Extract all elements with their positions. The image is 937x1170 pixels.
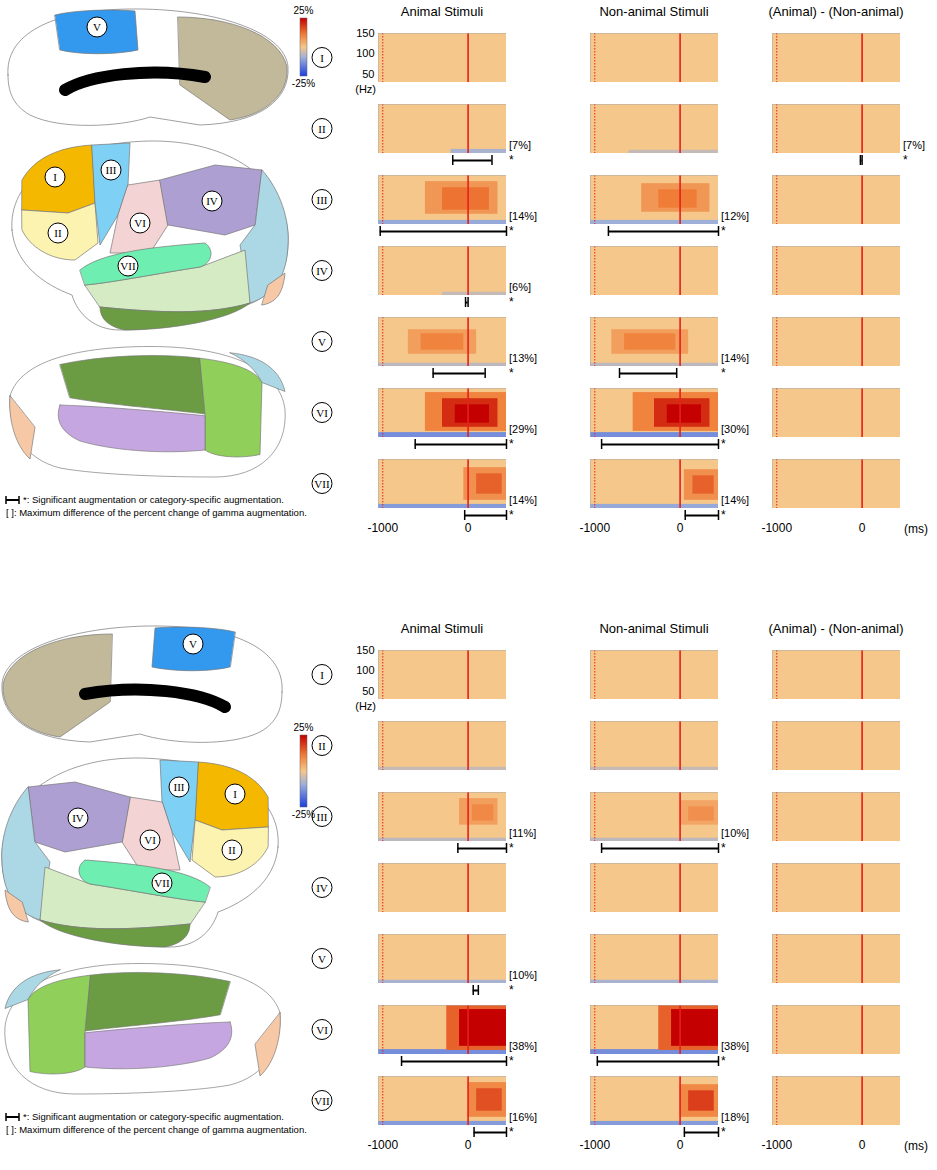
- svg-text:II: II: [228, 844, 236, 856]
- svg-text:IV: IV: [316, 265, 328, 277]
- svg-text:-1000: -1000: [367, 1138, 398, 1152]
- svg-text:I: I: [320, 52, 324, 64]
- svg-text:I: I: [320, 669, 324, 681]
- svg-text:III: III: [106, 164, 117, 176]
- html-text:(Hz): (Hz): [355, 83, 376, 95]
- html-text:Non-animal Stimuli: Non-animal Stimuli: [599, 621, 709, 636]
- svg-text:0: 0: [677, 521, 684, 535]
- svg-text:II: II: [318, 740, 326, 752]
- html-text:[38%]: [38%]: [721, 1040, 750, 1052]
- html-text:[11%]: [11%]: [509, 827, 537, 839]
- svg-text:0: 0: [859, 521, 866, 535]
- html-text:[14%]: [14%]: [509, 494, 538, 506]
- svg-text:VII: VII: [314, 478, 330, 490]
- svg-text:150: 150: [356, 27, 374, 39]
- svg-text:VI: VI: [316, 407, 328, 419]
- svg-text:0: 0: [677, 1138, 684, 1152]
- html-text:[ ]: Maximum difference of the: [ ]: Maximum difference of the percent c…: [6, 1124, 307, 1135]
- html-text:(Animal) - (Non-animal): (Animal) - (Non-animal): [768, 621, 904, 636]
- svg-text:-1000: -1000: [761, 1138, 792, 1152]
- svg-text:IV: IV: [206, 195, 218, 207]
- svg-text:III: III: [174, 781, 185, 793]
- html-text:[14%]: [14%]: [721, 352, 750, 364]
- html-text:[14%]: [14%]: [509, 210, 538, 222]
- html-text:[12%]: [12%]: [721, 210, 750, 222]
- svg-text:IV: IV: [72, 812, 84, 824]
- html-text:-25%: -25%: [291, 78, 316, 89]
- svg-text:III: III: [317, 194, 328, 206]
- svg-text:VII: VII: [314, 1095, 330, 1107]
- svg-text:0: 0: [465, 521, 472, 535]
- svg-text:100: 100: [356, 47, 374, 59]
- svg-text:VI: VI: [144, 834, 156, 846]
- svg-text:0: 0: [859, 1138, 866, 1152]
- html-text:-25%: -25%: [291, 809, 316, 820]
- svg-text:I: I: [233, 788, 237, 800]
- svg-text:-1000: -1000: [367, 521, 398, 535]
- html-text:(ms): (ms): [904, 1139, 928, 1153]
- html-text:[6%]: [6%]: [509, 281, 531, 293]
- html-text:(ms): (ms): [904, 522, 928, 536]
- svg-text:50: 50: [362, 685, 374, 697]
- html-text:Non-animal Stimuli: Non-animal Stimuli: [599, 4, 709, 19]
- svg-text:V: V: [93, 21, 101, 33]
- html-text:(Hz): (Hz): [355, 700, 376, 712]
- svg-text:150: 150: [356, 644, 374, 656]
- svg-text:III: III: [317, 811, 328, 823]
- html-text:[30%]: [30%]: [721, 423, 750, 435]
- svg-text:I: I: [53, 171, 57, 183]
- html-text:[18%]: [18%]: [721, 1111, 750, 1123]
- svg-text:V: V: [318, 336, 326, 348]
- html-text:25%: 25%: [293, 722, 314, 733]
- svg-text:0: 0: [465, 1138, 472, 1152]
- svg-text:50: 50: [362, 68, 374, 80]
- svg-text:V: V: [189, 638, 197, 650]
- html-text:*: Significant augmentation or: *: Significant augmentation or category-…: [23, 1111, 284, 1122]
- svg-text:V: V: [318, 953, 326, 965]
- svg-text:II: II: [54, 227, 62, 239]
- svg-text:VI: VI: [316, 1024, 328, 1036]
- svg-text:II: II: [318, 123, 326, 135]
- html-text:[13%]: [13%]: [509, 352, 538, 364]
- html-text:(Animal) - (Non-animal): (Animal) - (Non-animal): [768, 4, 904, 19]
- html-text:[14%]: [14%]: [721, 494, 750, 506]
- html-text:[10%]: [10%]: [721, 827, 750, 839]
- html-text:25%: 25%: [293, 5, 314, 16]
- svg-text:IV: IV: [316, 882, 328, 894]
- svg-text:-1000: -1000: [579, 1138, 610, 1152]
- html-text:Animal Stimuli: Animal Stimuli: [400, 4, 484, 19]
- html-text:[ ]: Maximum difference of the: [ ]: Maximum difference of the percent c…: [6, 507, 307, 518]
- svg-text:VI: VI: [134, 217, 146, 229]
- svg-text:VII: VII: [120, 260, 136, 272]
- html-text:[10%]: [10%]: [509, 969, 538, 981]
- svg-text:100: 100: [356, 664, 374, 676]
- svg-text:-1000: -1000: [579, 521, 610, 535]
- html-text:*: Significant augmentation or: *: Significant augmentation or category-…: [23, 494, 284, 505]
- svg-text:VII: VII: [154, 877, 170, 889]
- html-text:[7%]: [7%]: [903, 139, 925, 151]
- html-text:[7%]: [7%]: [509, 139, 531, 151]
- html-text:Animal Stimuli: Animal Stimuli: [400, 621, 484, 636]
- html-text:[29%]: [29%]: [509, 423, 538, 435]
- html-text:[38%]: [38%]: [509, 1040, 538, 1052]
- svg-text:-1000: -1000: [761, 521, 792, 535]
- html-text:[16%]: [16%]: [509, 1111, 538, 1123]
